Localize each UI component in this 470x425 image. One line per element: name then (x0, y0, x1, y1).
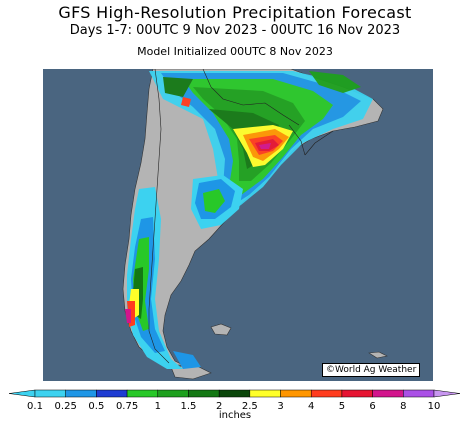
colorbar-cell (310, 389, 343, 398)
precip-field-andes (125, 187, 201, 369)
precip-field-northeast (149, 71, 373, 219)
colorbar-tick-label: 0.75 (116, 401, 138, 412)
colorbar-tick-label: 4 (308, 401, 314, 412)
precip-colorbar: 0.1 0.25 0.5 0.75 1 1.5 2 2.5 3 4 5 6 8 10 (8, 389, 461, 412)
forecast-period: Days 1-7: 00UTC 9 Nov 2023 - 00UTC 16 No… (69, 23, 401, 38)
colorbar-max-arrow (433, 389, 461, 398)
colorbar-cell (218, 389, 251, 398)
precipitation-map (43, 69, 433, 381)
precip-field-central (191, 175, 243, 229)
map-credit: ©World Ag Weather (322, 363, 421, 377)
colorbar-units: inches (218, 410, 252, 421)
colorbar-tick-label: 0.5 (88, 401, 104, 412)
map-title: GFS High-Resolution Precipitation Foreca… (58, 3, 412, 22)
colorbar-tick-label: 5 (339, 401, 345, 412)
country-borders (148, 69, 334, 364)
colorbar-cell (403, 389, 435, 398)
colorbar-tick-label: 10 (428, 401, 441, 412)
colorbar-tick-label: 3 (277, 401, 283, 412)
model-init-time: Model Initialized 00UTC 8 Nov 2023 (137, 45, 333, 58)
land-south-america (122, 69, 384, 366)
colorbar-tick-label: 0.25 (55, 401, 77, 412)
colorbar-cell (126, 389, 159, 398)
land-south-georgia (368, 351, 388, 359)
colorbar-min-arrow (8, 389, 36, 398)
colorbar-tick-label: 0.1 (27, 401, 43, 412)
colorbar-tick-label: 1 (155, 401, 161, 412)
colorbar-cell (249, 389, 281, 398)
colorbar-cell (65, 389, 97, 398)
colorbar-cell (372, 389, 404, 398)
colorbar-tick-label: 2.5 (242, 401, 258, 412)
colorbar-cell (34, 389, 66, 398)
colorbar-tick-label: 6 (369, 401, 375, 412)
colorbar-tick-label: 8 (400, 401, 406, 412)
colorbar-cell (157, 389, 189, 398)
colorbar-cell (280, 389, 312, 398)
colorbar-cell (341, 389, 373, 398)
colorbar-cell (188, 389, 220, 398)
land-falkland-islands (210, 323, 232, 336)
colorbar-tick-label: 1.5 (181, 401, 197, 412)
colorbar-cell (96, 389, 128, 398)
colorbar-tick-label: 2 (216, 401, 222, 412)
